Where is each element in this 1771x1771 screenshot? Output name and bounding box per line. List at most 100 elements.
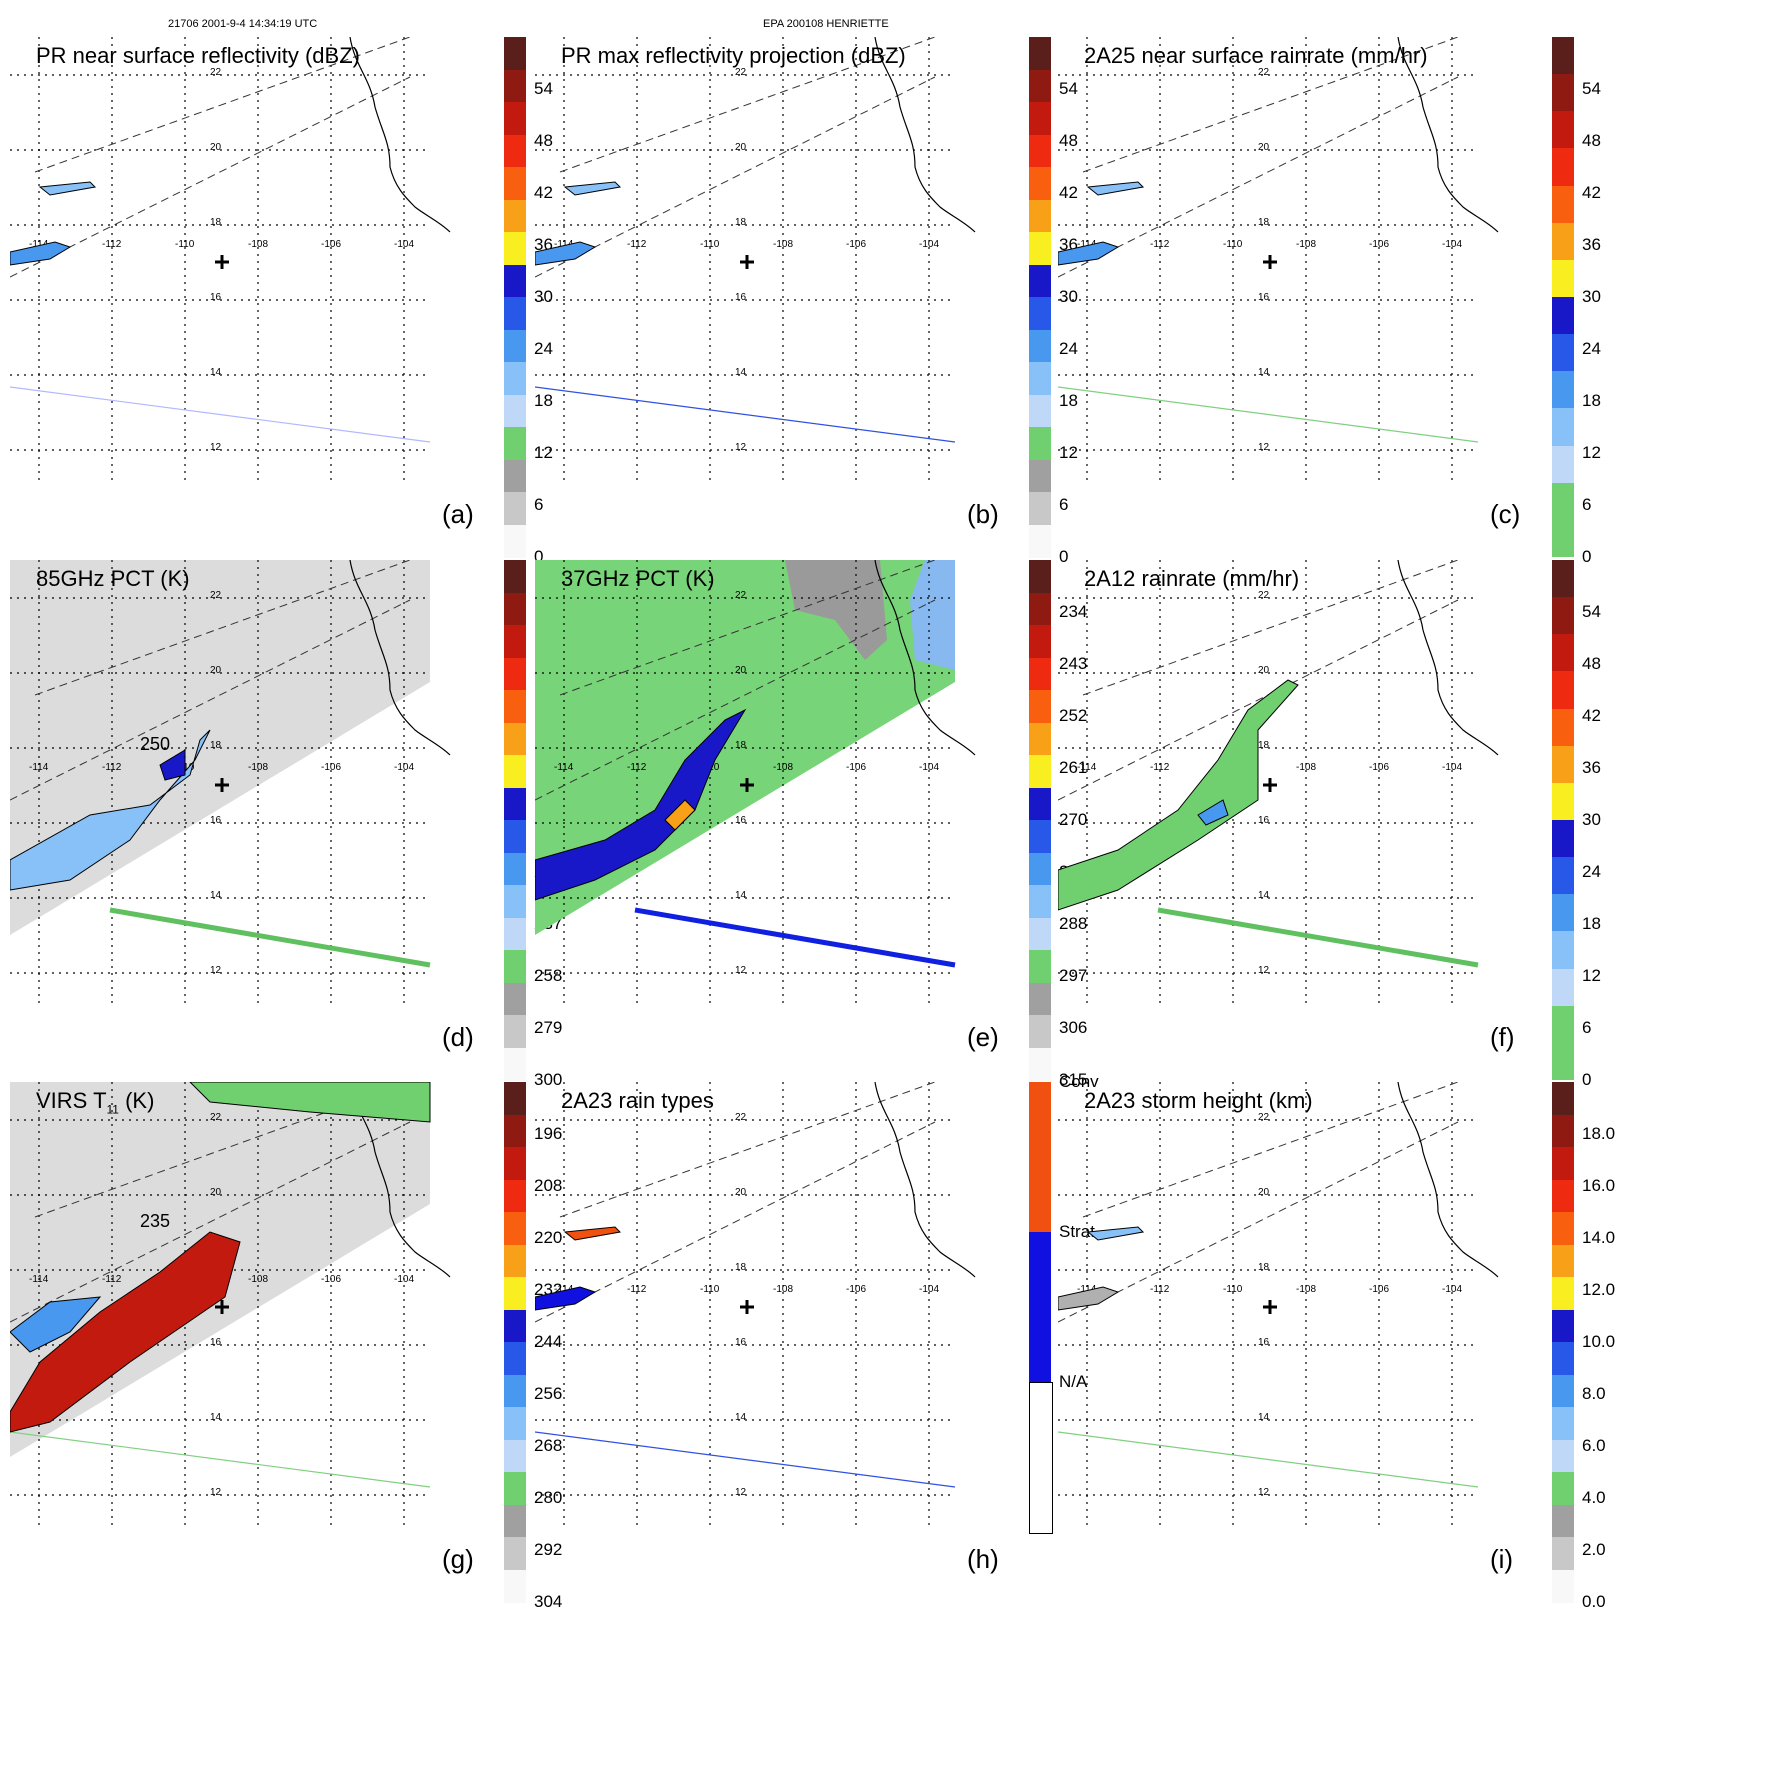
storm-track-line <box>534 386 956 443</box>
colorbar-segment <box>1552 1374 1574 1408</box>
colorbar-category-label: Conv <box>1059 1072 1099 1091</box>
coastline <box>349 559 451 756</box>
lon-label: -114 <box>1077 239 1097 250</box>
colorbar-segment <box>504 787 526 821</box>
colorbar-segment <box>1552 1082 1574 1115</box>
colorbar-tick-label: 6.0 <box>1582 1436 1606 1455</box>
colorbar-tick-label: 304 <box>534 1592 563 1611</box>
rain-cell <box>1057 679 1299 911</box>
colorbar-segment <box>1029 264 1051 298</box>
lon-label: -106 <box>321 1274 341 1285</box>
cold-region <box>910 560 955 670</box>
colorbar-segment <box>504 1082 526 1115</box>
colorbar-tick-label: 196 <box>534 1124 563 1143</box>
lon-label: -108 <box>773 1284 793 1295</box>
panel-label: (a) <box>442 499 474 529</box>
lon-label: -110 <box>700 1284 720 1295</box>
lat-label: 14 <box>210 367 222 378</box>
colorbar-tick-label: 30 <box>534 287 553 306</box>
lat-label: 16 <box>1258 1337 1270 1348</box>
lat-label: 20 <box>1258 142 1270 153</box>
colorbar: Conv Strat N/A <box>1029 1072 1099 1602</box>
lon-label: -112 <box>102 239 122 250</box>
lon-label: -106 <box>321 239 341 250</box>
land-region <box>785 560 887 660</box>
coastline <box>1397 1081 1499 1278</box>
colorbar-segment <box>504 592 526 626</box>
colorbar-segment <box>1029 592 1051 626</box>
colorbar-tick-label: 234 <box>1059 602 1088 621</box>
swath-edge <box>534 599 936 801</box>
colorbar-segment <box>504 199 526 233</box>
rain-cell <box>664 799 696 831</box>
lon-label: -114 <box>1077 1284 1097 1295</box>
colorbar-segment <box>1552 968 1574 1007</box>
colorbar-segment <box>1552 894 1574 932</box>
panel-label: (h) <box>967 1544 999 1574</box>
colorbar-segment <box>504 1569 526 1603</box>
lon-label: -110 <box>1223 239 1243 250</box>
lon-label: -106 <box>846 1284 866 1295</box>
panel-title: VIRS T11 (K) <box>36 1088 154 1116</box>
lat-label: 12 <box>735 1487 747 1498</box>
lat-label: 22 <box>210 1112 222 1123</box>
lon-label: -112 <box>102 1274 122 1285</box>
colorbar-tick-label: 36 <box>1582 235 1601 254</box>
colorbar: 234243252261270279288297306315 <box>1029 560 1087 1089</box>
colorbar-segment <box>1552 560 1574 598</box>
colorbar-segment <box>504 690 526 723</box>
colorbar-segment <box>504 459 526 493</box>
lon-label: -104 <box>919 762 939 773</box>
colorbar-segment <box>1029 852 1051 886</box>
lat-label: 20 <box>1258 665 1270 676</box>
swath-edge <box>1082 559 1459 696</box>
panel-b: 22 20 18 16 14 12 -114 -112 -110 -108 -106 -104 PR m… <box>534 36 1078 566</box>
colorbar-segment <box>504 297 526 330</box>
colorbar-segment <box>504 1472 526 1505</box>
colorbar-segment <box>1552 1005 1574 1044</box>
rain-cell <box>9 1296 102 1353</box>
colorbar-segment <box>1029 1047 1051 1081</box>
colorbar-segment <box>504 1147 526 1180</box>
colorbar-segment <box>1552 259 1574 298</box>
lat-label: 12 <box>1258 442 1270 453</box>
rain-cell <box>534 708 747 901</box>
swath-edge <box>534 76 936 278</box>
lat-label: 22 <box>735 67 747 78</box>
lat-label: 18 <box>1258 740 1270 751</box>
panel-title: 2A23 rain types <box>561 1088 714 1114</box>
coastline <box>349 36 451 233</box>
lat-label: 14 <box>1258 890 1270 901</box>
lon-label: -104 <box>919 239 939 250</box>
storm-track-line <box>634 907 956 968</box>
colorbar-segment <box>1029 134 1051 168</box>
colorbar-segment <box>1552 782 1574 821</box>
swath-edge <box>534 1121 936 1323</box>
lat-label: 18 <box>735 740 747 751</box>
storm-track-line <box>1057 386 1479 443</box>
colorbar-segment <box>504 820 526 853</box>
panel-title: 2A25 near surface rainrate (mm/hr) <box>1084 43 1428 69</box>
panel-label: (c) <box>1490 499 1521 529</box>
colorbar-segment <box>1552 297 1574 335</box>
colorbar-segment <box>1552 519 1574 558</box>
rain-cell <box>159 749 186 781</box>
lat-label: 16 <box>735 815 747 826</box>
lat-label: 22 <box>735 1112 747 1123</box>
colorbar-segment <box>1029 885 1051 918</box>
colorbar-segment <box>1552 37 1574 75</box>
colorbar-segment <box>1029 1015 1051 1048</box>
swath-edge <box>9 599 411 801</box>
colorbar-segment <box>504 394 526 428</box>
panel-f: 222018161412-114-112-110-108-106-1042A12… <box>1057 559 1601 1089</box>
lon-label: -106 <box>1369 1284 1389 1295</box>
map-a: 22 20 18 16 14 12 -114 -112 -110 -108 -106 -104 <box>9 36 451 485</box>
colorbar-segment <box>1029 459 1051 493</box>
colorbar-tick-label: 280 <box>534 1488 563 1507</box>
colorbar-segment <box>504 69 526 103</box>
swath-edge <box>9 76 411 278</box>
lon-label: -106 <box>1369 239 1389 250</box>
lon-label: -114 <box>29 762 49 773</box>
panel-title: 2A12 rainrate (mm/hr) <box>1084 566 1299 592</box>
